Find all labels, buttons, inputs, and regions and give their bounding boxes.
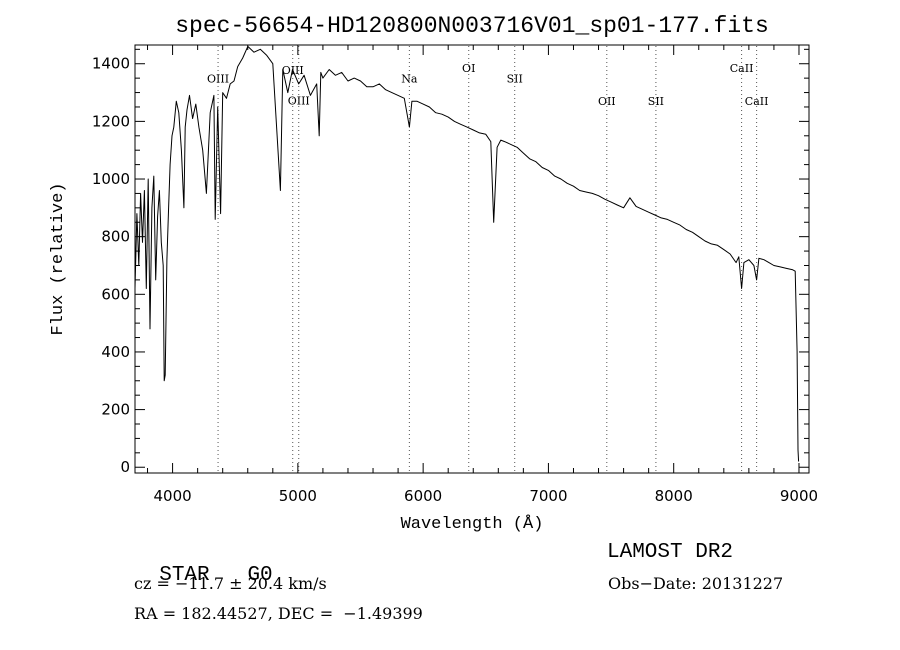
y-tick-label: 200 <box>101 401 130 419</box>
spectrum-line <box>134 45 800 462</box>
line-label-8: CaII <box>730 62 754 75</box>
y-tick-label: 400 <box>101 343 130 361</box>
y-axis-label: Flux (relative) <box>49 182 68 335</box>
axis-ticks <box>135 45 809 473</box>
spectrum-series <box>134 45 800 462</box>
line-label-2: OIII <box>288 95 310 108</box>
x-tick-label: 9000 <box>780 487 818 505</box>
line-label-6: OII <box>598 95 616 108</box>
chart-title: spec-56654-HD120800N003716V01_sp01-177.f… <box>175 13 769 39</box>
spectral-subclass: G0 <box>247 564 273 587</box>
y-tick-label: 800 <box>101 228 130 246</box>
x-tick-label: 4000 <box>153 487 191 505</box>
x-axis-label: Wavelength (Å) <box>401 515 544 534</box>
x-tick-label: 7000 <box>529 487 567 505</box>
line-label-7: SII <box>648 95 664 108</box>
redshift-readout: cz = −11.7 ± 20.4 km/s <box>134 574 327 593</box>
object-type: STAR <box>159 564 210 587</box>
y-tick-label: 600 <box>101 285 130 303</box>
line-label-4: OI <box>462 62 475 75</box>
y-tick-label: 1200 <box>92 112 130 130</box>
line-label-5: SII <box>507 72 523 85</box>
line-label-9: CaII <box>745 95 769 108</box>
survey-name: LAMOST DR2 <box>607 541 734 564</box>
plot-frame <box>134 44 810 474</box>
coordinates-readout: RA = 182.44527, DEC = −1.49399 <box>134 604 423 623</box>
observation-date: Obs−Date: 20131227 <box>608 574 784 593</box>
x-tick-label: 6000 <box>404 487 442 505</box>
x-tick-label: 5000 <box>279 487 317 505</box>
x-tick-label: 8000 <box>655 487 693 505</box>
line-label-0: OIII <box>207 72 229 85</box>
tick-labels: 4000 5000 6000 7000 8000 9000 0 200 400 600 800 100… <box>92 55 818 505</box>
y-tick-label: 1000 <box>92 170 130 188</box>
y-tick-label: 1400 <box>92 55 130 73</box>
y-tick-label: 0 <box>120 458 130 476</box>
line-label-3: Na <box>401 72 418 85</box>
